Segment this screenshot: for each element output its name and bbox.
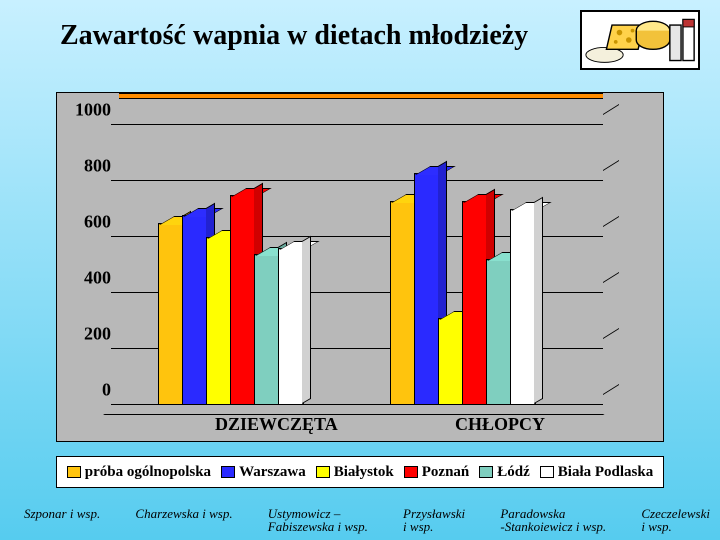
- legend-label: Warszawa: [239, 464, 306, 481]
- bar: [230, 195, 256, 405]
- legend-swatch: [316, 466, 330, 478]
- legend-swatch: [221, 466, 235, 478]
- y-axis-label: 1000: [75, 100, 111, 121]
- legend-item: Łódź: [479, 464, 530, 481]
- legend-label: Poznań: [422, 464, 470, 481]
- legend-label: Łódź: [497, 464, 530, 481]
- y-axis-label: 0: [102, 380, 111, 401]
- food-clipart-icon: [580, 10, 700, 70]
- legend-swatch: [67, 466, 81, 478]
- chart-area: DZIEWCZĘTACHŁOPCY 02004006008001000: [56, 92, 664, 442]
- bar: [414, 173, 440, 405]
- citation: Szponar i wsp.: [24, 507, 100, 534]
- y-axis-label: 200: [84, 324, 111, 345]
- citation: Charzewska i wsp.: [135, 507, 232, 534]
- legend-swatch: [404, 466, 418, 478]
- y-axis-label: 800: [84, 156, 111, 177]
- bar: [206, 237, 232, 405]
- y-axis-label: 400: [84, 268, 111, 289]
- bar: [278, 248, 304, 405]
- legend-item: próba ogólnopolska: [67, 464, 211, 481]
- bar: [462, 201, 488, 405]
- bar: [390, 201, 416, 405]
- citation: Ustymowicz –Fabiszewska i wsp.: [268, 507, 368, 534]
- citation: Paradowska-Stankoiewicz i wsp.: [500, 507, 606, 534]
- bar: [438, 318, 464, 405]
- legend-item: Poznań: [404, 464, 470, 481]
- legend-swatch: [540, 466, 554, 478]
- legend-item: Biała Podlaska: [540, 464, 653, 481]
- bar: [158, 223, 184, 405]
- page-title: Zawartość wapnia w dietach młodzieży: [60, 20, 528, 52]
- category-label: DZIEWCZĘTA: [215, 414, 338, 435]
- legend-swatch: [479, 466, 493, 478]
- citation: Czeczelewskii wsp.: [641, 507, 710, 534]
- legend-item: Białystok: [316, 464, 394, 481]
- bar: [182, 215, 208, 405]
- legend-item: Warszawa: [221, 464, 306, 481]
- legend-label: Biała Podlaska: [558, 464, 653, 481]
- plot-area: DZIEWCZĘTACHŁOPCY: [119, 99, 603, 405]
- category-label: CHŁOPCY: [455, 414, 545, 435]
- bar: [510, 209, 536, 405]
- bar: [486, 259, 512, 405]
- bar: [254, 254, 280, 405]
- legend: próba ogólnopolska Warszawa Białystok Pozna…: [56, 456, 664, 488]
- legend-label: Białystok: [334, 464, 394, 481]
- y-axis-label: 600: [84, 212, 111, 233]
- footer-citations: Szponar i wsp. Charzewska i wsp. Ustymowic…: [24, 507, 710, 534]
- citation: Przysławskii wsp.: [403, 507, 465, 534]
- legend-label: próba ogólnopolska: [85, 464, 211, 481]
